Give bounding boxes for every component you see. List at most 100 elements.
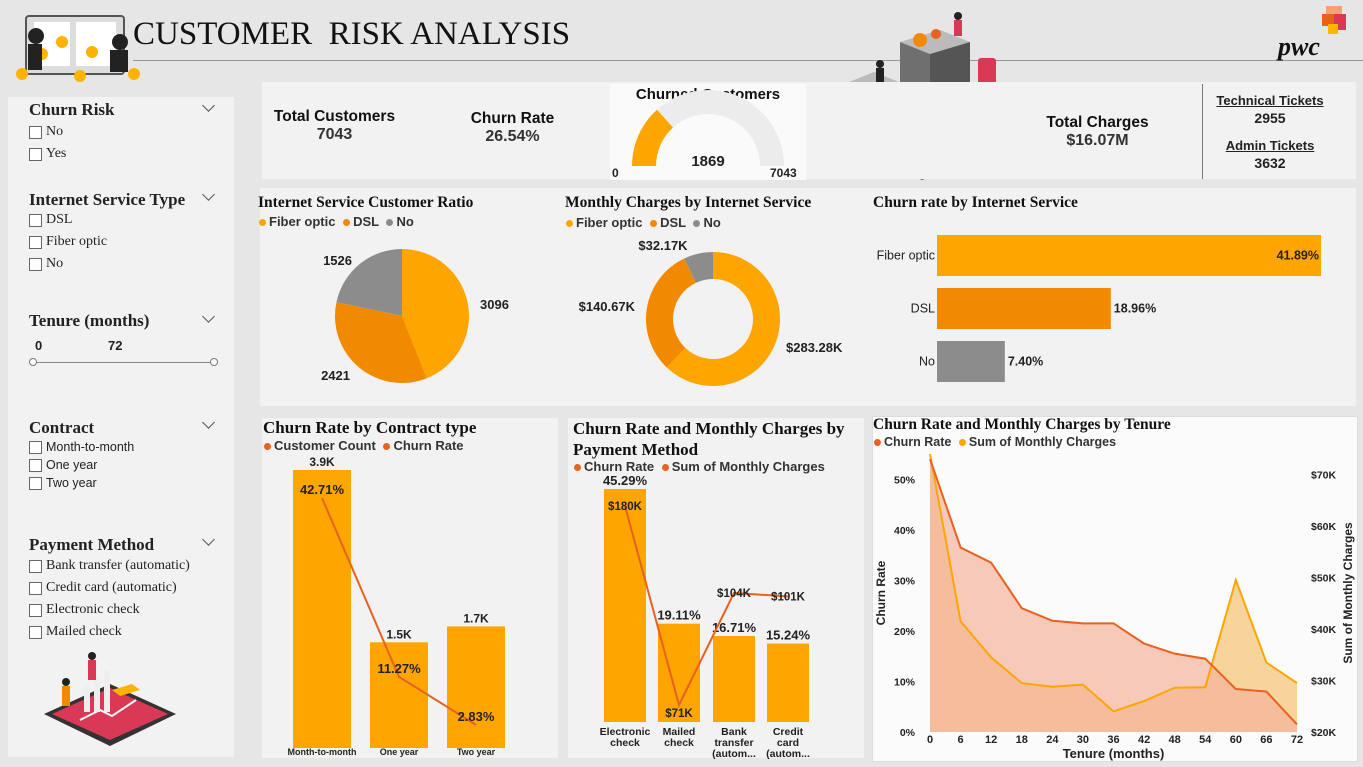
total-customers-value: 7043 [316,126,353,143]
churned-gauge-card: Churned Customers 1869 0 7043 [610,84,806,180]
payment-slicer-title: Payment Method [29,535,155,554]
gauge-min: 0 [612,166,619,180]
hbar-category-label: Fiber optic [877,249,935,263]
churn-by-internet-bar-chart: Fiber optic 41.89% DSL 18.96% No 7.40% [877,235,1321,382]
tenure-slider-min-handle[interactable] [29,358,37,366]
payment-option-electronic[interactable]: Electronic check [29,602,140,618]
contract-rate-label: 42.71% [300,482,345,497]
contract-chart-title: Churn Rate by Contract type [263,418,477,437]
payment-option-bank[interactable]: Bank transfer (automatic) [29,558,190,574]
slice-label: $32.17K [638,238,688,253]
total-customers-card: Total Customers 7043 [262,108,407,144]
contract-option-month[interactable]: Month-to-month [29,440,134,454]
contract-option-one-year[interactable]: One year [29,458,97,472]
hbar-value-label: 41.89% [1277,249,1319,263]
pie-chart-title: Internet Service Customer Ratio [258,194,474,211]
pie-slice-fiber-optic [402,249,469,379]
tenure-max-value[interactable]: 72 [108,338,123,353]
payment-option-credit[interactable]: Credit card (automatic) [29,580,177,596]
checkbox[interactable] [29,559,42,573]
checkbox[interactable] [29,257,42,271]
pwc-logo: pwc [1276,6,1351,62]
y-tick-label: 10% [894,676,916,688]
payment-charge-label: $180K [608,501,643,513]
contract-churn-line [321,497,477,726]
churn-risk-option-no[interactable]: No [29,124,63,140]
contract-bar [447,626,505,748]
tenure-slider-max-handle[interactable] [210,358,218,366]
contract-rate-label: 11.27% [377,661,421,676]
technical-tickets-value: 2955 [1254,110,1286,126]
gauge-track [632,90,784,166]
payment-rate-label: 16.71% [712,620,757,635]
x-tick-label: 24 [1046,734,1059,746]
internet-slicer-title: Internet Service Type [29,190,186,209]
hbar-category-label: No [919,355,935,369]
checkbox[interactable] [29,603,42,617]
contract-option-two-year[interactable]: Two year [29,476,97,490]
internet-option-no[interactable]: No [29,256,63,272]
contract-bar [370,642,428,748]
contract-category-label: Two year [457,747,496,757]
checkbox[interactable] [29,458,42,472]
checkbox[interactable] [29,625,42,639]
slicer-panel [8,97,234,757]
checkbox[interactable] [29,213,42,227]
pie-slice-no [684,252,713,283]
checkbox[interactable] [29,235,42,249]
churn-rate-card: Churn Rate 26.54% [440,110,585,146]
contract-rate-label: 2.83% [458,709,495,724]
payment-category-label: (autom... [712,748,756,760]
tenure-slider-track[interactable] [33,362,214,363]
payment-rate-label: 15.24% [766,628,811,643]
x-axis-title: Tenure (months) [1063,746,1165,761]
hbar-dsl [937,288,1111,329]
hbar-fiber-optic [937,235,1321,276]
x-tick-label: 48 [1169,734,1181,746]
technical-tickets-card: Technical Tickets 2955 [1205,93,1335,126]
x-tick-label: 54 [1199,734,1212,746]
donut-chart-title: Monthly Charges by Internet Service [565,194,812,211]
payment-category-label: Electronic [600,726,651,738]
pwc-logo-text: pwc [1278,32,1320,61]
checkbox[interactable] [29,581,42,595]
payment-category-label: Bank [721,726,747,738]
checkbox[interactable] [29,476,42,490]
y-tick-label: 30% [894,575,916,587]
checkbox[interactable] [29,125,42,139]
checkbox[interactable] [29,147,42,161]
internet-option-dsl[interactable]: DSL [29,212,72,228]
contract-count-label: 3.9K [309,455,335,469]
churn-rate-value: 26.54% [485,128,540,145]
slice-label: 3096 [480,297,509,312]
header-divider [133,60,1363,61]
churn-risk-option-yes[interactable]: Yes [29,146,66,162]
admin-tickets-value: 3632 [1254,155,1286,171]
x-tick-label: 36 [1107,734,1119,746]
payment-rate-label: 45.29% [603,474,648,488]
payment-bar [604,489,646,722]
pie-slice-no [336,249,402,316]
tenure-chart-legend: Churn Rate Sum of Monthly Charges [874,435,1116,449]
tenure-min-value[interactable]: 0 [35,338,43,353]
churn-rate-line [929,458,1298,726]
payment-option-mailed[interactable]: Mailed check [29,624,122,640]
hbar-value-label: 18.96% [1114,302,1156,316]
pie-slice-dsl [646,258,696,368]
tenure-chart-title: Churn Rate and Monthly Charges by Tenure [873,416,1171,433]
checkbox[interactable] [29,440,42,454]
x-tick-label: 12 [985,734,997,746]
x-tick-label: 0 [927,734,933,746]
payment-charge-label: $101K [771,591,806,603]
payment-category-label: Credit [773,726,804,738]
payment-category-label: check [664,737,694,749]
kpi-panel [262,82,1356,179]
total-charges-value: $16.07M [1066,132,1129,149]
y2-tick-label: $30K [1311,676,1337,688]
tenure-area-chart: 0% 10% 20% 30% 40% 50% $20K $30K $40K $50K $60K $70… [874,453,1355,761]
x-tick-label: 66 [1260,734,1272,746]
kpi-vertical-divider [1202,84,1203,179]
page-title: CUSTOMER RISK ANALYSIS [133,16,571,52]
internet-option-fiber[interactable]: Fiber optic [29,234,107,250]
pwc-logo-blocks [1322,6,1346,36]
